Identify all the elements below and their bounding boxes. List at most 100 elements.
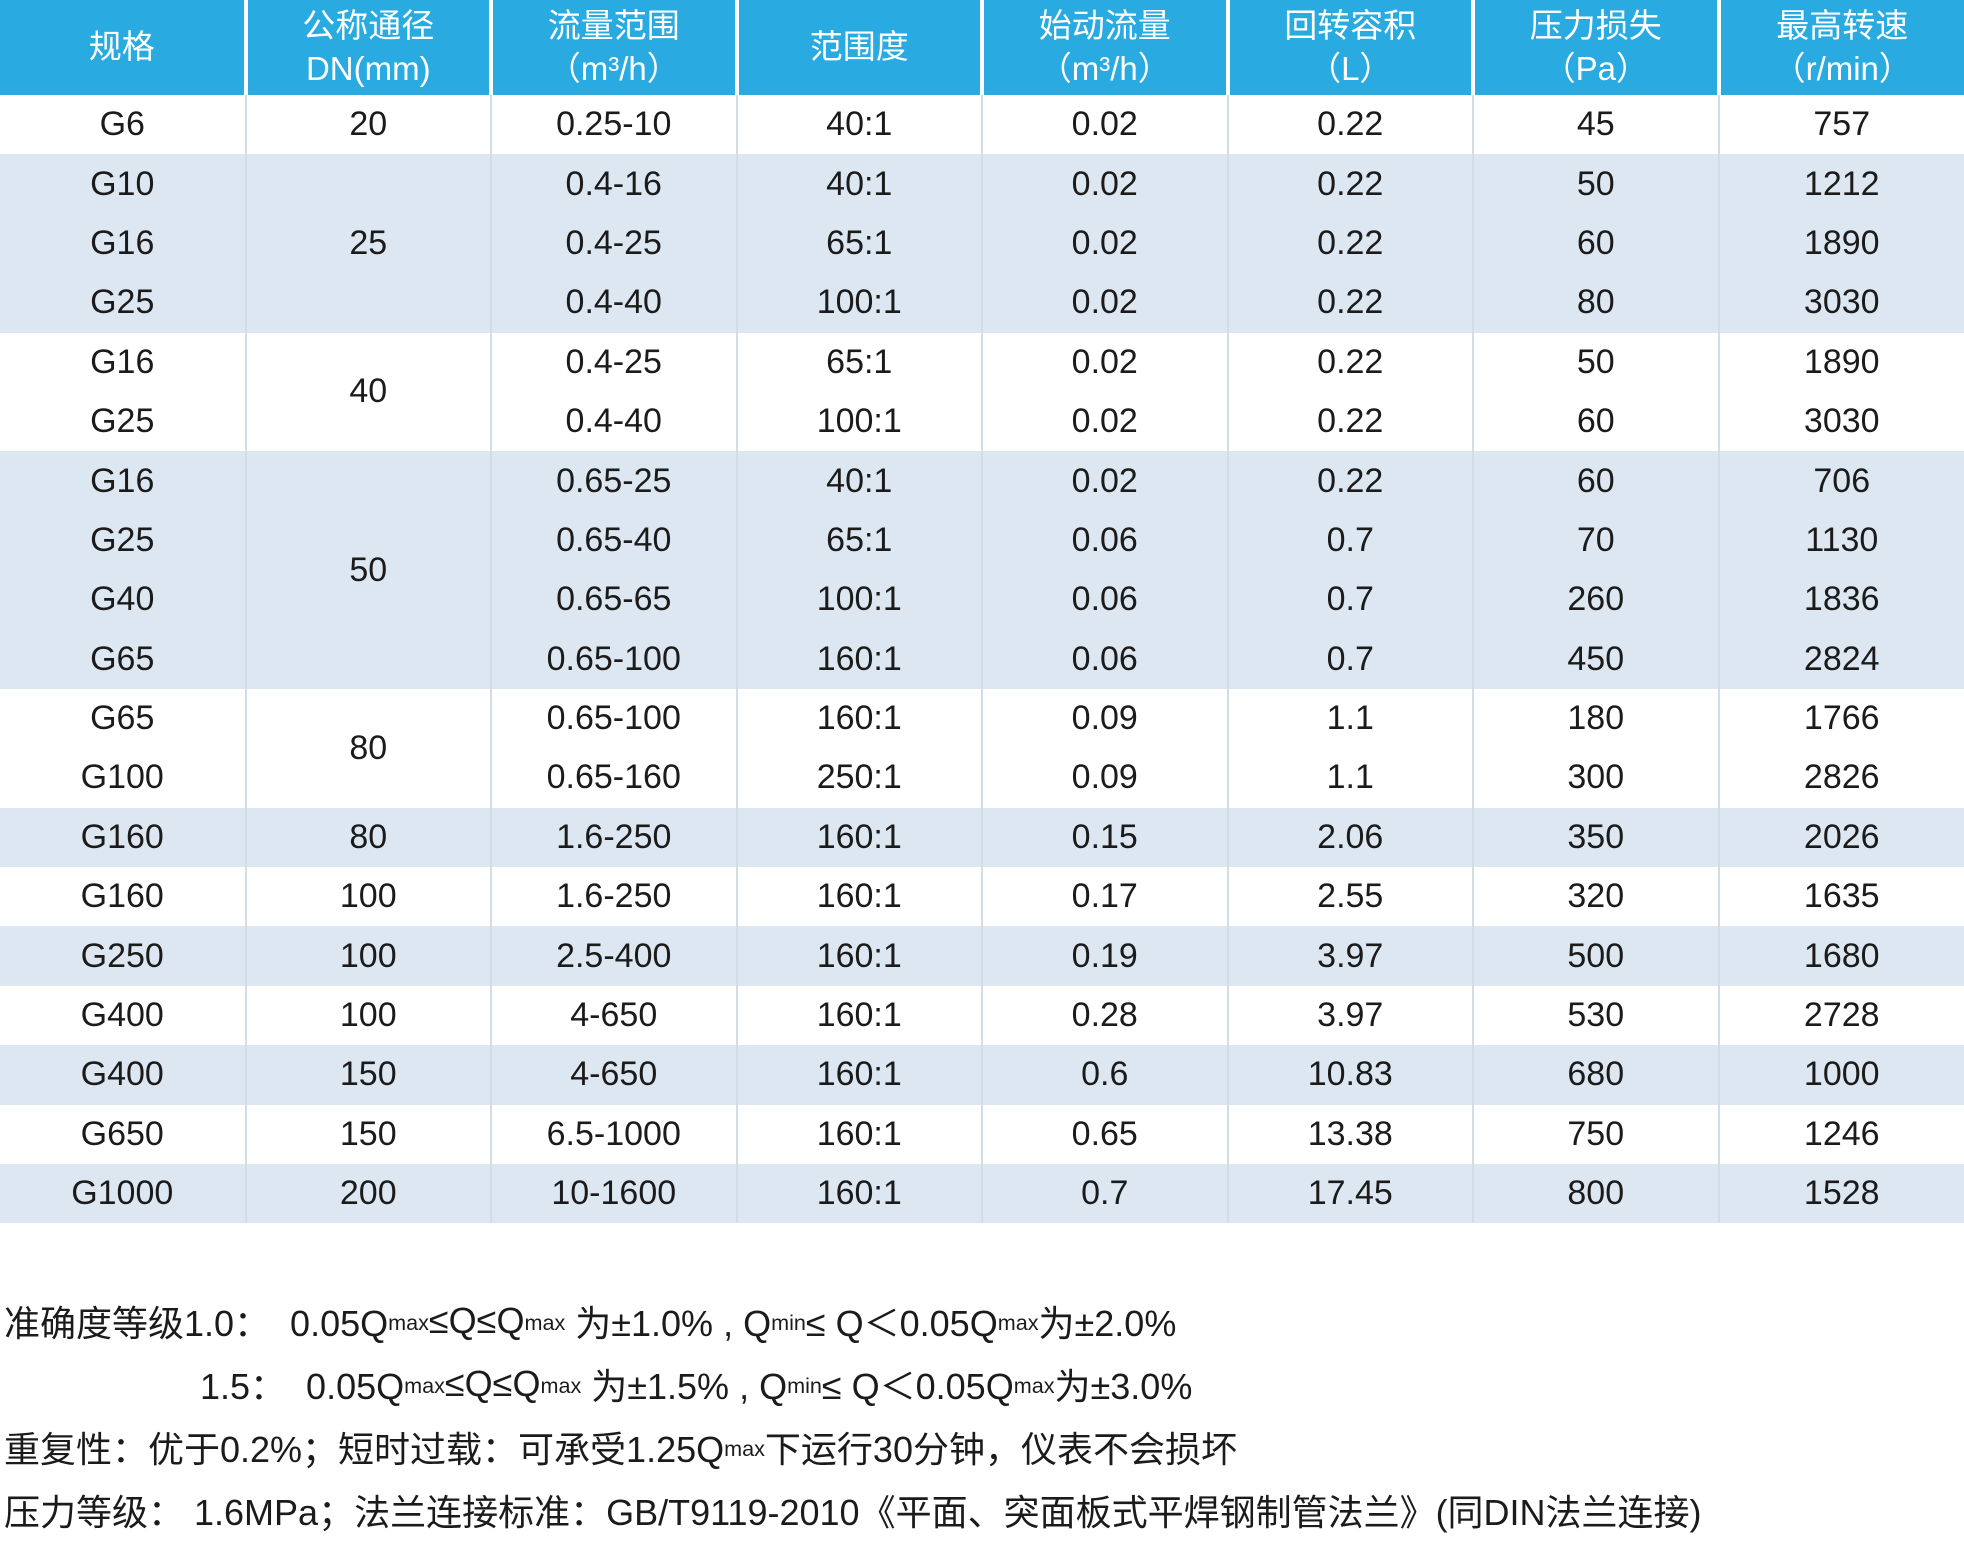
- note-subscript: min: [771, 1310, 806, 1336]
- max-speed-cell: 3030: [1717, 273, 1964, 333]
- note-line: 重复性：优于0.2%；短时过载：可承受1.25Q max 下运行30分钟，仪表不会损…: [4, 1415, 1964, 1478]
- spec-cell: G160: [0, 807, 246, 868]
- flow-range-cell: 0.65-100: [490, 688, 737, 749]
- dn-cell: 100: [244, 926, 491, 986]
- rangeability-cell: 160:1: [735, 807, 982, 868]
- rotary-volume-cell: 0.22: [1226, 332, 1473, 392]
- table-body: G6 20 0.25-10 40:1 0.02 0.22 45 757 G10 25 0.4-16 4…: [0, 95, 1964, 1224]
- max-speed-cell: 2728: [1717, 985, 1964, 1046]
- table-row: G400 150 4-650 160:1 0.6 10.83 680 1000: [0, 1045, 1964, 1105]
- start-flow-cell: 0.02: [981, 154, 1228, 214]
- header-row: 规格 公称通径 DN(mm) 流量范围 （m³/h） 范围度 始动流量 （m³/h） 回转容积 （…: [0, 0, 1964, 95]
- table-header: 规格 公称通径 DN(mm) 流量范围 （m³/h） 范围度 始动流量 （m³/h） 回转容积 （…: [0, 0, 1964, 95]
- dn-cell: 100: [244, 985, 491, 1046]
- spec-cell: G40: [0, 570, 246, 630]
- note-text: ≤Q≤Q: [428, 1299, 525, 1341]
- column-header-line2: （L）: [1308, 49, 1393, 87]
- table-row: G65 0.65-100 160:1 0.06 0.7 450 2824: [0, 629, 1964, 689]
- start-flow-cell: 0.19: [981, 926, 1228, 986]
- rangeability-cell: 160:1: [735, 867, 982, 927]
- note-text: 为±1.0% , Q: [565, 1302, 772, 1344]
- spec-table: 规格 公称通径 DN(mm) 流量范围 （m³/h） 范围度 始动流量 （m³/h） 回转容积 （…: [0, 0, 1964, 1224]
- start-flow-cell: 0.7: [981, 1164, 1228, 1224]
- start-flow-cell: 0.17: [981, 867, 1228, 927]
- start-flow-cell: 0.02: [981, 391, 1228, 452]
- max-speed-cell: 1836: [1717, 570, 1964, 630]
- spec-cell: G25: [0, 391, 246, 452]
- max-speed-cell: 1680: [1717, 926, 1964, 986]
- note-text: 1.5： 0.05Q: [200, 1365, 405, 1407]
- table-row: G1000 200 10-1600 160:1 0.7 17.45 800 1528: [0, 1164, 1964, 1224]
- table-row: G65 80 0.65-100 160:1 0.09 1.1 180 1766: [0, 688, 1964, 808]
- rangeability-cell: 160:1: [735, 1045, 982, 1105]
- flow-range-cell: 1.6-250: [490, 807, 737, 868]
- note-text: ≤ Q＜0.05Q: [821, 1365, 1014, 1407]
- rotary-volume-cell: 0.22: [1226, 451, 1473, 511]
- rangeability-cell: 65:1: [735, 510, 982, 571]
- table-row: G25 0.65-40 65:1 0.06 0.7 70 1130: [0, 510, 1964, 571]
- column-header-line1: 压力损失: [1529, 6, 1662, 44]
- start-flow-cell: 0.65: [981, 1104, 1228, 1165]
- flow-range-cell: 0.65-40: [490, 510, 737, 571]
- pressure-loss-cell: 60: [1472, 451, 1719, 511]
- rangeability-cell: 160:1: [735, 688, 982, 749]
- rangeability-cell: 40:1: [735, 95, 982, 155]
- spec-cell: G25: [0, 510, 246, 571]
- pressure-loss-cell: 750: [1472, 1104, 1719, 1165]
- start-flow-cell: 0.09: [981, 748, 1228, 808]
- column-header-line2: （Pa）: [1542, 49, 1649, 87]
- pressure-loss-cell: 180: [1472, 688, 1719, 749]
- pressure-loss-cell: 350: [1472, 807, 1719, 868]
- note-text: ≤ Q＜0.05Q: [805, 1302, 998, 1344]
- note-subscript: max: [388, 1310, 429, 1336]
- table-row: G160 80 1.6-250 160:1 0.15 2.06 350 2026: [0, 807, 1964, 868]
- note-subscript: max: [1013, 1373, 1055, 1399]
- note-subscript: max: [540, 1373, 582, 1399]
- rangeability-cell: 160:1: [735, 985, 982, 1046]
- rotary-volume-cell: 1.1: [1226, 748, 1473, 808]
- table-row: G100 0.65-160 250:1 0.09 1.1 300 2826: [0, 748, 1964, 808]
- dn-cell: 100: [244, 867, 491, 927]
- rotary-volume-cell: 0.22: [1226, 391, 1473, 452]
- rotary-volume-cell: 0.22: [1226, 154, 1473, 214]
- start-flow-cell: 0.15: [981, 807, 1228, 868]
- rotary-volume-cell: 17.45: [1226, 1164, 1473, 1224]
- start-flow-cell: 0.02: [981, 213, 1228, 274]
- table-row: G25 0.4-40 100:1 0.02 0.22 60 3030: [0, 391, 1964, 452]
- table-row: G160 100 1.6-250 160:1 0.17 2.55 320 1635: [0, 867, 1964, 927]
- column-header-6: 压力损失 （Pa）: [1471, 0, 1719, 95]
- rangeability-cell: 250:1: [735, 748, 982, 808]
- note-subscript: max: [997, 1310, 1039, 1336]
- pressure-loss-cell: 45: [1472, 95, 1719, 155]
- rotary-volume-cell: 0.22: [1226, 213, 1473, 274]
- rotary-volume-cell: 3.97: [1226, 985, 1473, 1046]
- pressure-loss-cell: 320: [1472, 867, 1719, 927]
- column-header-0: 规格: [0, 0, 246, 95]
- spec-cell: G10: [0, 154, 246, 214]
- dn-cell: 40: [244, 332, 491, 452]
- pressure-loss-cell: 60: [1472, 213, 1719, 274]
- spec-cell: G400: [0, 1045, 246, 1105]
- dn-cell: 50: [244, 451, 491, 689]
- column-header-line1: 流量范围: [547, 6, 680, 44]
- max-speed-cell: 1766: [1717, 688, 1964, 749]
- flow-range-cell: 10-1600: [490, 1164, 737, 1224]
- column-header-line2: （m³/h）: [547, 49, 680, 87]
- note-subscript: max: [404, 1373, 445, 1399]
- column-header-line1: 公称通径: [302, 6, 435, 44]
- rotary-volume-cell: 0.7: [1226, 510, 1473, 571]
- column-header-line1: 范围度: [809, 28, 909, 66]
- pressure-loss-cell: 50: [1472, 332, 1719, 392]
- flow-range-cell: 0.4-40: [490, 273, 737, 333]
- flow-range-cell: 0.4-16: [490, 154, 737, 214]
- max-speed-cell: 1246: [1717, 1104, 1964, 1165]
- column-header-3: 范围度: [734, 0, 982, 95]
- spec-cell: G650: [0, 1104, 246, 1165]
- spec-cell: G25: [0, 273, 246, 333]
- table-row: G10 25 0.4-16 40:1 0.02 0.22 50 1212: [0, 154, 1964, 333]
- table-row: G400 100 4-650 160:1 0.28 3.97 530 2728: [0, 985, 1964, 1046]
- max-speed-cell: 2826: [1717, 748, 1964, 808]
- flow-range-cell: 0.65-100: [490, 629, 737, 689]
- column-header-line2: （r/min）: [1772, 49, 1912, 87]
- note-text: 准确度等级1.0： 0.05Q: [4, 1302, 389, 1344]
